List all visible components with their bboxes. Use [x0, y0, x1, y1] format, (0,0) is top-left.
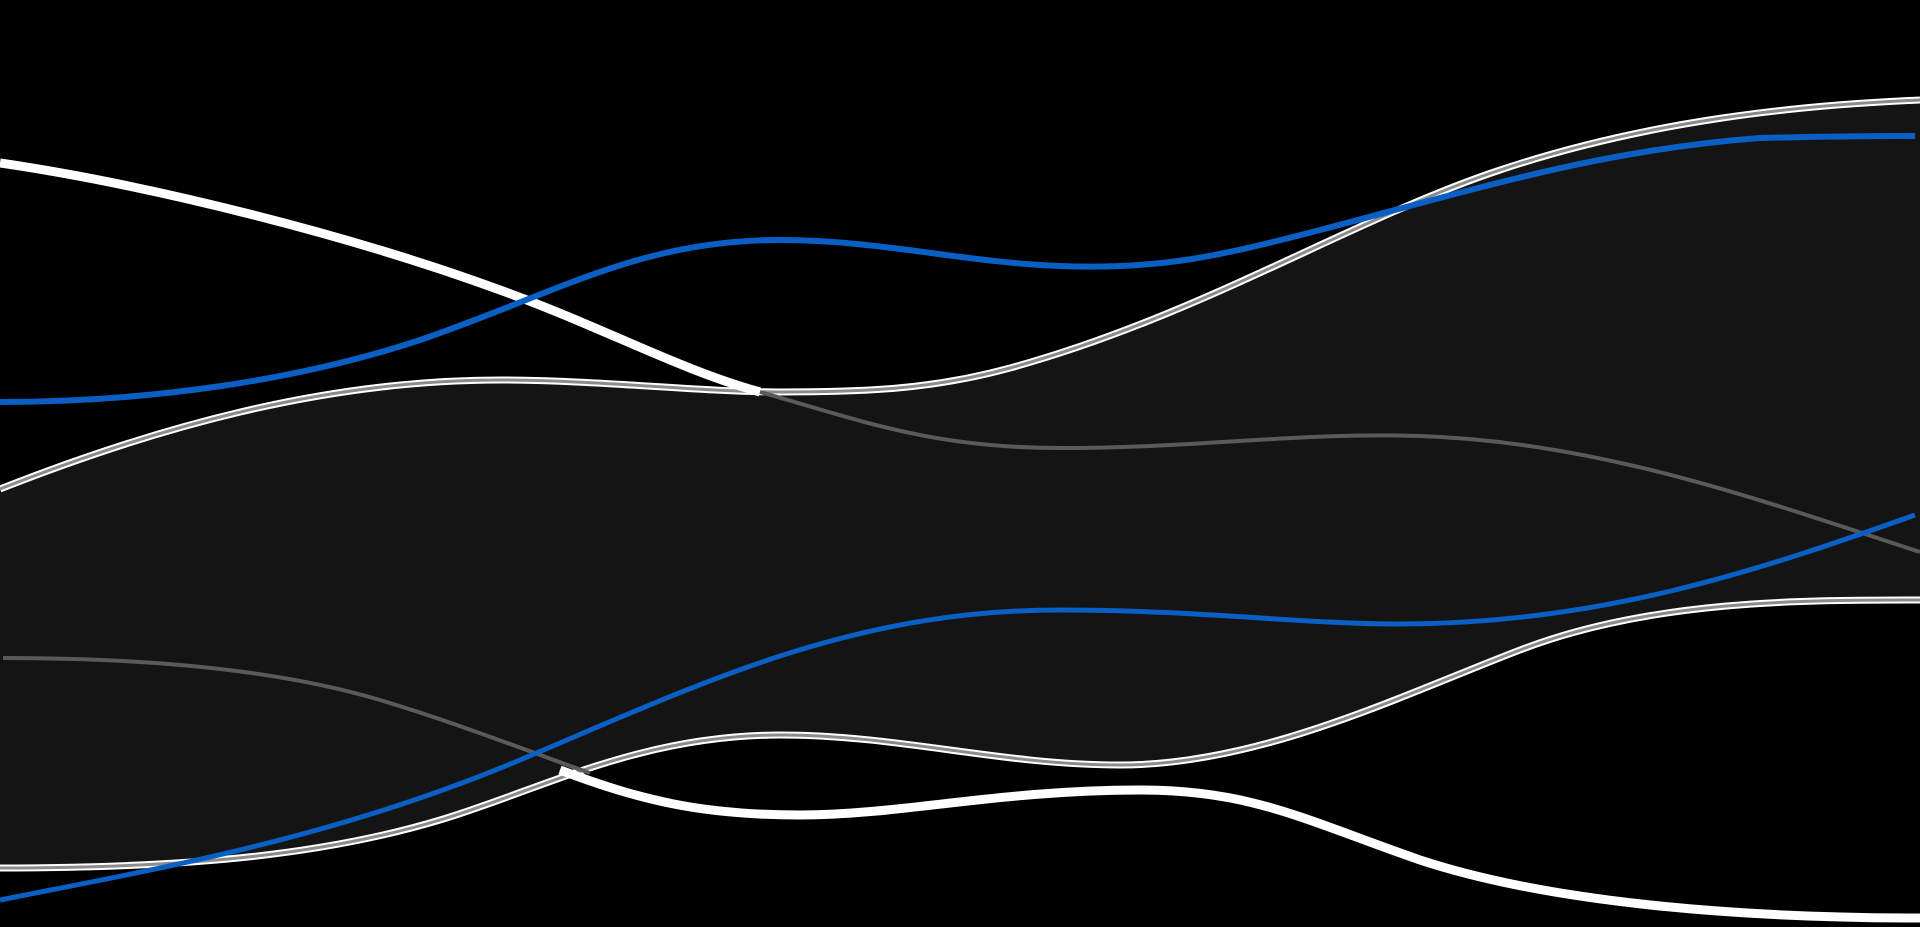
band-top-edge [0, 98, 1920, 491]
grey-line-upper [759, 390, 1920, 554]
dark-band [0, 100, 1920, 868]
blue-line-upper [0, 133, 1916, 405]
white-trail-lower [558, 765, 1920, 923]
blue-line-lower [0, 512, 1916, 903]
grey-line-lower [2, 656, 591, 775]
white-trail-upper [0, 158, 762, 397]
band-bottom-edge [0, 598, 1920, 870]
